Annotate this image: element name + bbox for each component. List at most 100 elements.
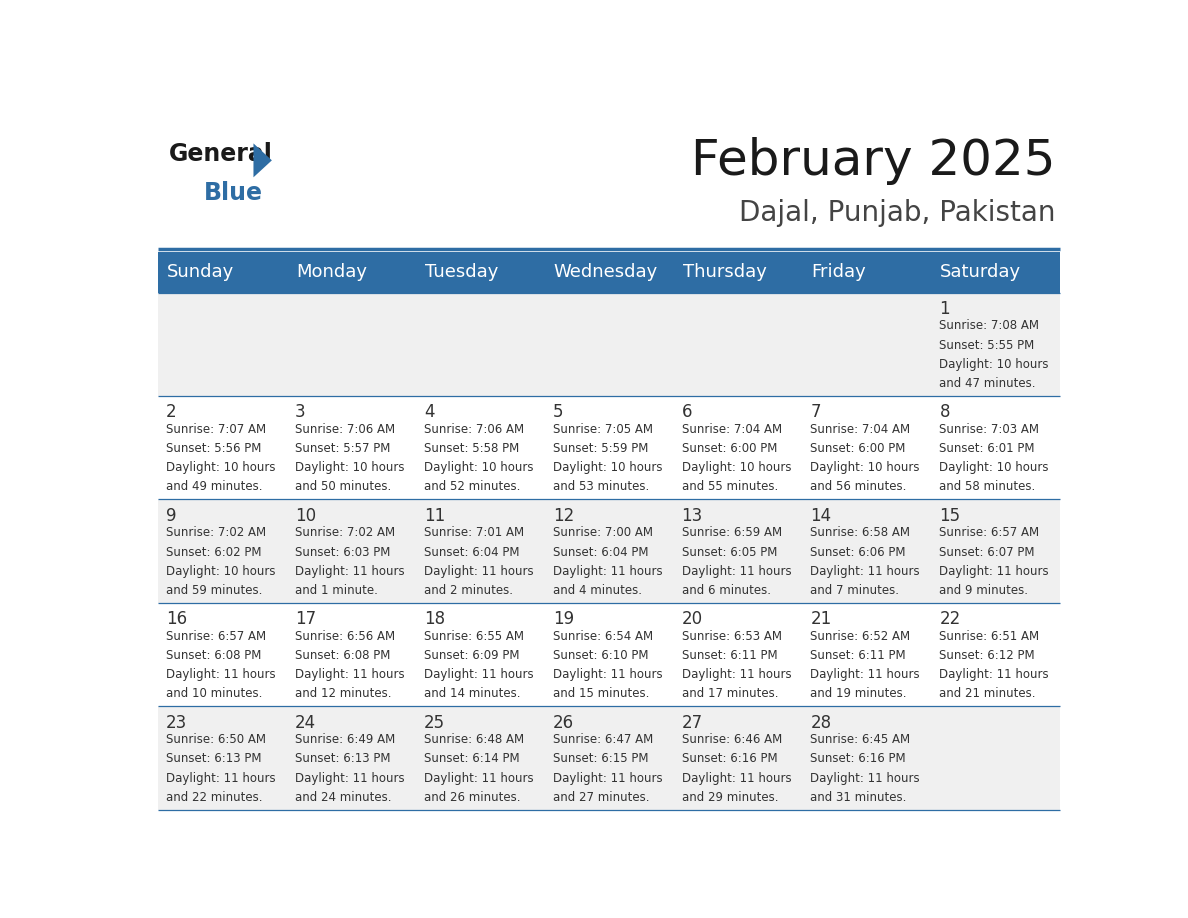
Text: and 59 minutes.: and 59 minutes. (166, 584, 263, 597)
Text: Daylight: 11 hours: Daylight: 11 hours (295, 565, 405, 577)
Bar (158, 707, 1060, 810)
Text: and 52 minutes.: and 52 minutes. (424, 480, 520, 493)
Text: 27: 27 (682, 713, 703, 732)
Text: 3: 3 (295, 403, 305, 421)
Text: Sunrise: 6:59 AM: Sunrise: 6:59 AM (682, 526, 782, 540)
Text: February 2025: February 2025 (691, 137, 1055, 185)
Text: Sunset: 6:13 PM: Sunset: 6:13 PM (166, 753, 261, 766)
Text: Sunrise: 6:55 AM: Sunrise: 6:55 AM (424, 630, 524, 643)
Text: Friday: Friday (811, 263, 866, 281)
Text: and 9 minutes.: and 9 minutes. (940, 584, 1029, 597)
Text: Sunset: 5:56 PM: Sunset: 5:56 PM (166, 442, 261, 455)
Text: Sunset: 6:12 PM: Sunset: 6:12 PM (940, 649, 1035, 662)
Text: Sunrise: 7:04 AM: Sunrise: 7:04 AM (810, 423, 911, 436)
Bar (158, 293, 1060, 396)
Text: Dajal, Punjab, Pakistan: Dajal, Punjab, Pakistan (739, 198, 1055, 227)
Text: and 47 minutes.: and 47 minutes. (940, 376, 1036, 390)
Text: Sunrise: 7:02 AM: Sunrise: 7:02 AM (295, 526, 396, 540)
Text: 15: 15 (940, 507, 961, 524)
Text: Daylight: 11 hours: Daylight: 11 hours (810, 772, 921, 785)
Text: Daylight: 11 hours: Daylight: 11 hours (424, 565, 533, 577)
Text: Sunset: 6:03 PM: Sunset: 6:03 PM (295, 545, 391, 558)
Text: Daylight: 10 hours: Daylight: 10 hours (166, 565, 276, 577)
Text: and 7 minutes.: and 7 minutes. (810, 584, 899, 597)
Text: 10: 10 (295, 507, 316, 524)
Text: Daylight: 11 hours: Daylight: 11 hours (295, 772, 405, 785)
Text: 20: 20 (682, 610, 703, 628)
Text: General: General (169, 142, 272, 166)
Text: Sunset: 6:04 PM: Sunset: 6:04 PM (552, 545, 649, 558)
Text: and 2 minutes.: and 2 minutes. (424, 584, 513, 597)
Text: Daylight: 10 hours: Daylight: 10 hours (682, 461, 791, 475)
Text: Sunrise: 7:04 AM: Sunrise: 7:04 AM (682, 423, 782, 436)
Text: and 10 minutes.: and 10 minutes. (166, 688, 263, 700)
Text: Daylight: 10 hours: Daylight: 10 hours (810, 461, 920, 475)
Text: and 14 minutes.: and 14 minutes. (424, 688, 520, 700)
Text: and 53 minutes.: and 53 minutes. (552, 480, 649, 493)
Text: Sunset: 6:06 PM: Sunset: 6:06 PM (810, 545, 906, 558)
Text: Sunset: 6:15 PM: Sunset: 6:15 PM (552, 753, 649, 766)
Text: 4: 4 (424, 403, 435, 421)
Text: Sunset: 6:09 PM: Sunset: 6:09 PM (424, 649, 519, 662)
Text: 19: 19 (552, 610, 574, 628)
Text: Daylight: 11 hours: Daylight: 11 hours (552, 565, 663, 577)
Text: Sunset: 6:10 PM: Sunset: 6:10 PM (552, 649, 649, 662)
Text: Sunset: 5:57 PM: Sunset: 5:57 PM (295, 442, 391, 455)
Text: Sunrise: 6:48 AM: Sunrise: 6:48 AM (424, 733, 524, 746)
Text: and 24 minutes.: and 24 minutes. (295, 790, 391, 804)
Text: 28: 28 (810, 713, 832, 732)
Text: Sunrise: 7:00 AM: Sunrise: 7:00 AM (552, 526, 652, 540)
Text: Sunrise: 7:08 AM: Sunrise: 7:08 AM (940, 319, 1040, 332)
Text: Sunrise: 6:51 AM: Sunrise: 6:51 AM (940, 630, 1040, 643)
Text: Sunset: 6:00 PM: Sunset: 6:00 PM (682, 442, 777, 455)
Text: Sunrise: 6:47 AM: Sunrise: 6:47 AM (552, 733, 653, 746)
Text: and 27 minutes.: and 27 minutes. (552, 790, 649, 804)
Text: Daylight: 11 hours: Daylight: 11 hours (940, 668, 1049, 681)
Text: and 50 minutes.: and 50 minutes. (295, 480, 391, 493)
Text: and 21 minutes.: and 21 minutes. (940, 688, 1036, 700)
Text: Daylight: 10 hours: Daylight: 10 hours (940, 358, 1049, 371)
Text: Daylight: 11 hours: Daylight: 11 hours (552, 772, 663, 785)
Text: Sunset: 6:01 PM: Sunset: 6:01 PM (940, 442, 1035, 455)
Text: Daylight: 11 hours: Daylight: 11 hours (940, 565, 1049, 577)
Text: Thursday: Thursday (682, 263, 766, 281)
Text: Daylight: 11 hours: Daylight: 11 hours (810, 565, 921, 577)
Text: 2: 2 (166, 403, 177, 421)
Text: and 58 minutes.: and 58 minutes. (940, 480, 1036, 493)
Text: Sunset: 6:16 PM: Sunset: 6:16 PM (810, 753, 906, 766)
Text: Sunset: 5:58 PM: Sunset: 5:58 PM (424, 442, 519, 455)
Text: Daylight: 11 hours: Daylight: 11 hours (682, 772, 791, 785)
Text: Wednesday: Wednesday (554, 263, 658, 281)
Bar (158, 499, 1060, 603)
Text: Sunset: 6:02 PM: Sunset: 6:02 PM (166, 545, 261, 558)
Text: 8: 8 (940, 403, 950, 421)
Text: 22: 22 (940, 610, 961, 628)
Text: Sunrise: 6:53 AM: Sunrise: 6:53 AM (682, 630, 782, 643)
Text: Sunset: 6:11 PM: Sunset: 6:11 PM (682, 649, 777, 662)
Bar (158, 252, 1060, 293)
Text: 5: 5 (552, 403, 563, 421)
Text: Sunrise: 7:01 AM: Sunrise: 7:01 AM (424, 526, 524, 540)
Text: Sunrise: 7:06 AM: Sunrise: 7:06 AM (295, 423, 396, 436)
Text: Sunset: 6:11 PM: Sunset: 6:11 PM (810, 649, 906, 662)
Text: Tuesday: Tuesday (425, 263, 498, 281)
Text: and 19 minutes.: and 19 minutes. (810, 688, 906, 700)
Text: and 22 minutes.: and 22 minutes. (166, 790, 263, 804)
Text: and 12 minutes.: and 12 minutes. (295, 688, 391, 700)
Text: Sunset: 6:07 PM: Sunset: 6:07 PM (940, 545, 1035, 558)
Text: 24: 24 (295, 713, 316, 732)
Text: Sunset: 6:08 PM: Sunset: 6:08 PM (295, 649, 391, 662)
Text: and 56 minutes.: and 56 minutes. (810, 480, 906, 493)
Text: Sunset: 6:13 PM: Sunset: 6:13 PM (295, 753, 391, 766)
Text: 18: 18 (424, 610, 446, 628)
Text: Sunset: 6:00 PM: Sunset: 6:00 PM (810, 442, 906, 455)
Text: 13: 13 (682, 507, 703, 524)
Text: Sunset: 6:14 PM: Sunset: 6:14 PM (424, 753, 519, 766)
Text: Sunset: 5:55 PM: Sunset: 5:55 PM (940, 339, 1035, 352)
Text: Sunset: 6:04 PM: Sunset: 6:04 PM (424, 545, 519, 558)
Text: 25: 25 (424, 713, 446, 732)
Text: Sunset: 6:16 PM: Sunset: 6:16 PM (682, 753, 777, 766)
Text: and 15 minutes.: and 15 minutes. (552, 688, 649, 700)
Text: Sunrise: 6:54 AM: Sunrise: 6:54 AM (552, 630, 653, 643)
Bar (158, 396, 1060, 499)
